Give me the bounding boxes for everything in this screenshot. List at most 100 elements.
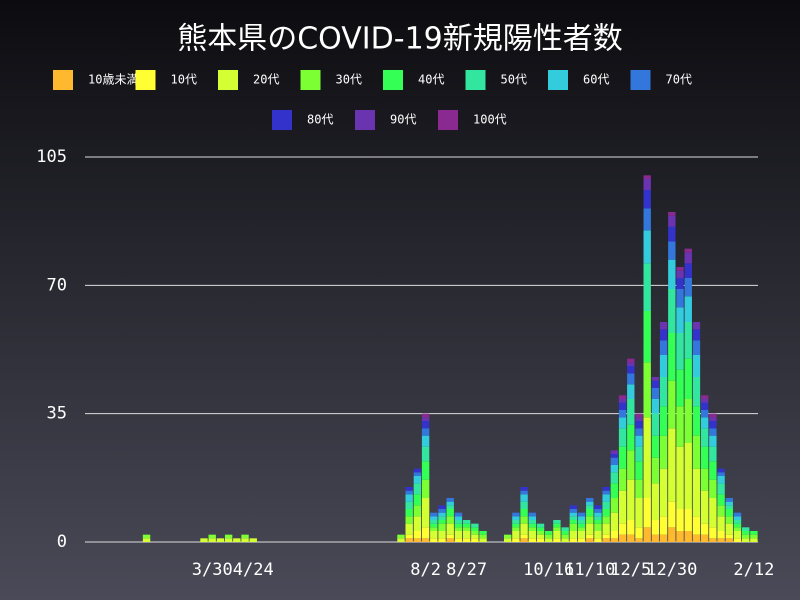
bar-segment [413, 516, 422, 531]
bar-segment [577, 531, 586, 539]
bar-segment [668, 501, 676, 528]
legend-swatch [438, 110, 458, 130]
legend-swatch [218, 70, 238, 90]
bar-segment [700, 395, 709, 399]
bar-segment [692, 322, 701, 330]
bar-segment [635, 435, 643, 447]
bar-segment [413, 483, 422, 495]
bar-segment [421, 538, 430, 542]
legend-swatch [465, 70, 486, 90]
bar-segment [397, 538, 405, 542]
bar-segment [142, 538, 151, 542]
bar-segment [668, 215, 676, 227]
legend-label: 90代 [390, 113, 416, 127]
bar-segment [733, 538, 742, 542]
bar-segment [692, 534, 701, 542]
legend-label: 70代 [666, 73, 692, 87]
bar-segment [569, 520, 578, 524]
bar-segment [668, 380, 676, 429]
bar-segment [569, 523, 578, 531]
bar-segment [438, 523, 446, 531]
bar-segment [676, 307, 684, 333]
x-tick-label: 2/12 [733, 560, 774, 580]
bar-segment [692, 377, 701, 407]
bar-segment [586, 523, 594, 535]
bar-segment [479, 534, 487, 539]
bar-segment [618, 534, 627, 542]
bar-segment [520, 494, 528, 502]
bar-segment [717, 472, 725, 476]
bar-segment [446, 523, 454, 535]
bar-segment [471, 523, 479, 528]
bar-segment [520, 490, 528, 495]
bar-segment [520, 538, 528, 542]
bar-segment [659, 516, 668, 535]
bar-segment [512, 520, 520, 524]
bar-segment [430, 516, 438, 520]
bar-segment [610, 465, 619, 473]
bar-segment [741, 531, 750, 535]
bar-segment [717, 468, 725, 473]
legend-label: 10歳未満 [88, 73, 138, 87]
bar-segment [627, 450, 635, 480]
bar-segment [651, 388, 660, 399]
legend-label: 80代 [307, 113, 333, 127]
bar-segment [627, 366, 635, 374]
bar-segment [618, 399, 627, 403]
bar-segment [545, 538, 553, 542]
bar-segment [725, 498, 733, 502]
legend-swatch [383, 70, 403, 90]
bar-segment [512, 531, 520, 539]
bar-segment [709, 413, 717, 418]
bar-segment [454, 512, 463, 517]
legend-swatch [355, 110, 375, 130]
bar-segment [651, 377, 660, 381]
bar-segment [545, 534, 553, 539]
bar-segment [528, 527, 536, 531]
bar-segment [725, 505, 733, 509]
bar-segment [528, 512, 536, 517]
bar-segment [643, 527, 651, 542]
bar-segment [676, 406, 684, 447]
bar-segment [692, 406, 701, 436]
bar-segment [405, 490, 413, 495]
bar-segment [651, 380, 660, 388]
bar-segment [700, 534, 709, 542]
bar-segment [709, 417, 717, 421]
bar-segment [700, 490, 709, 524]
bar-segment [627, 424, 635, 451]
bar-segment [446, 516, 454, 524]
legend-label: 10代 [171, 73, 197, 87]
bar-segment [430, 523, 438, 528]
bar-segment [446, 505, 454, 509]
bar-segment [208, 538, 216, 542]
bar-segment [627, 399, 635, 425]
bar-segment [700, 402, 709, 410]
bar-segment [692, 516, 701, 535]
bar-segment [462, 531, 471, 539]
bar-segment [618, 417, 627, 429]
bar-segment [643, 230, 651, 264]
bar-segment [405, 509, 413, 517]
bar-segment [421, 479, 430, 498]
x-tick-label: 10/16 [523, 560, 574, 580]
bar-segment [709, 421, 717, 429]
bar-segment [561, 527, 569, 531]
bar-segment [635, 446, 643, 462]
bar-segment [536, 534, 545, 539]
bar-segment [577, 538, 586, 542]
bar-segment [741, 527, 750, 531]
bar-segment [676, 333, 684, 370]
bar-segment [520, 523, 528, 535]
bar-segment [684, 399, 692, 443]
bar-segment [438, 520, 446, 524]
bar-segment [528, 516, 536, 520]
bar-segment [700, 410, 709, 418]
bar-segment [717, 476, 725, 484]
bar-segment [471, 531, 479, 535]
bar-segment [142, 534, 151, 539]
y-tick-label: 35 [47, 404, 67, 424]
bar-segment [405, 487, 413, 491]
bar-segment [733, 527, 742, 531]
